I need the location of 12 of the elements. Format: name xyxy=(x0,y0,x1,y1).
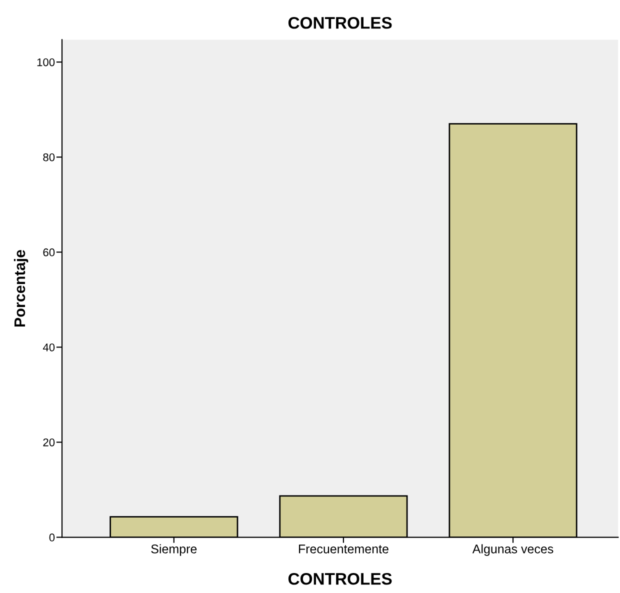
y-tick-label: 80 xyxy=(43,153,55,162)
y-axis-title: Porcentaje xyxy=(14,250,28,327)
y-tick-label: 0 xyxy=(49,534,55,542)
chart-title: CONTROLES xyxy=(288,16,392,29)
x-tick-label: Frecuentemente xyxy=(298,544,388,554)
x-tick-label: Algunas veces xyxy=(472,544,554,556)
x-tick-label: Siempre xyxy=(151,544,197,556)
y-tick-label: 60 xyxy=(43,248,55,256)
y-tick-label: 20 xyxy=(43,438,55,446)
y-tick-label: 100 xyxy=(37,58,55,66)
y-tick-label: 40 xyxy=(42,343,55,352)
x-axis-title: CONTROLES xyxy=(288,572,392,585)
